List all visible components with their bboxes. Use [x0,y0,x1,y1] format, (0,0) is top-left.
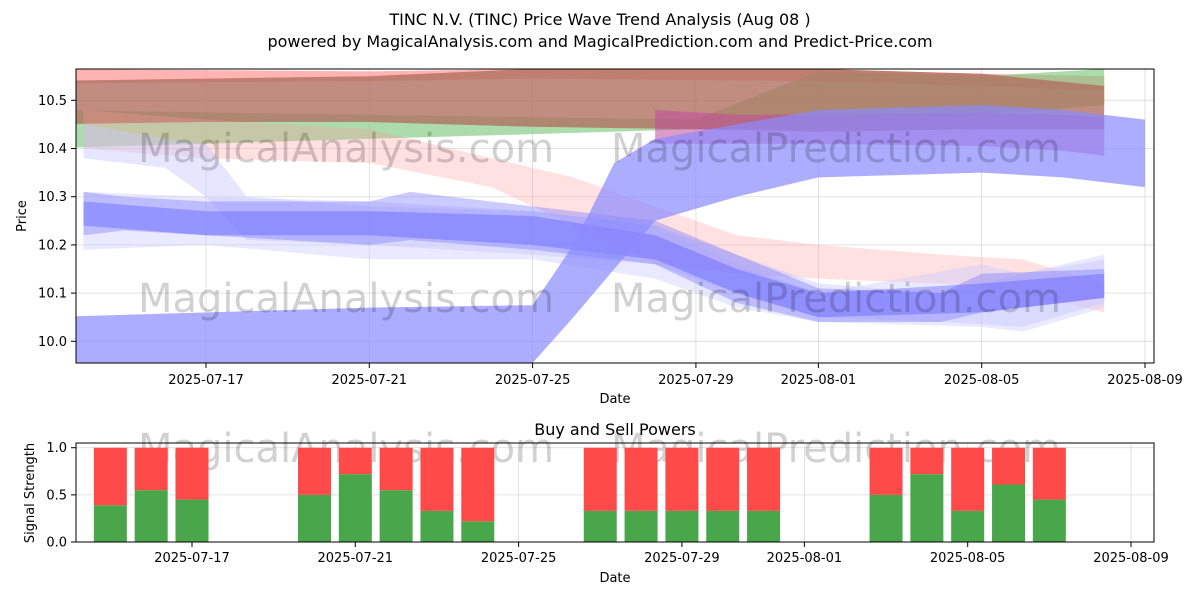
signal-panel: Buy and Sell Powers MagicalAnalysis.comM… [23,420,1169,586]
sell-bar [583,447,617,511]
sell-bar [706,447,740,511]
signal-y-axis-label: Signal Strength [23,443,38,543]
price-x-tick-label: 2025-08-09 [1107,373,1183,388]
signal-y-tick-label: 0.0 [46,536,67,551]
buy-bar [910,474,944,542]
sell-bar [1032,447,1066,500]
signal-x-axis-label: Date [599,571,630,586]
price-y-tick-label: 10.5 [38,94,67,109]
price-x-tick-label: 2025-07-21 [332,373,408,388]
signal-x-tick-label: 2025-08-09 [1093,551,1169,566]
signal-x-tick-label: 2025-07-25 [481,551,557,566]
buy-bar [624,510,658,542]
price-panel: MagicalAnalysis.com MagicalPrediction.com… [15,68,1183,407]
sell-bar [951,447,985,511]
sell-bar [910,447,944,475]
buy-bar [461,521,495,542]
buy-bar [134,490,168,542]
signal-y-axis: 0.0 0.5 1.0 [46,441,76,551]
signal-title: Buy and Sell Powers [534,420,696,439]
sell-bar [869,447,903,495]
buy-bar [665,510,699,542]
signal-x-tick-label: 2025-08-01 [767,551,843,566]
buy-bar [583,510,617,542]
price-x-tick-label: 2025-08-05 [944,373,1020,388]
price-y-axis-label: Price [15,200,30,232]
sell-bar [420,447,454,511]
buy-bar [93,505,127,542]
signal-x-tick-label: 2025-07-17 [154,551,230,566]
price-watermarks: MagicalAnalysis.com MagicalPrediction.com… [138,126,1061,322]
buy-bar [869,494,903,542]
watermark-text: MagicalPrediction.com [611,276,1061,322]
sell-bar [747,447,781,511]
price-y-tick-label: 10.1 [38,287,67,302]
buy-bar [420,510,454,542]
price-band-7 [83,191,1105,322]
price-x-tick-label: 2025-08-01 [781,373,857,388]
signal-y-tick-label: 1.0 [46,441,67,456]
sell-bar [175,447,209,500]
sell-bar [93,447,127,506]
buy-bar [747,510,781,542]
chart-title: TINC N.V. (TINC) Price Wave Trend Analys… [388,10,810,29]
price-y-tick-label: 10.0 [38,335,67,350]
sell-bar [134,447,168,491]
sell-bar [297,447,331,495]
signal-x-tick-label: 2025-08-05 [930,551,1006,566]
price-y-axis: 10.0 10.1 10.2 10.3 10.4 10.5 [38,94,76,350]
price-x-axis: 2025-07-17 2025-07-21 2025-07-25 2025-07-29… [168,363,1183,388]
price-band-9 [76,105,1145,363]
price-x-tick-label: 2025-07-29 [658,373,734,388]
sell-bar [992,447,1026,485]
price-x-axis-label: Date [599,392,630,407]
price-band-8 [83,201,1105,318]
buy-bar [706,510,740,542]
buy-bar [951,510,985,542]
buy-bar [338,474,372,542]
sell-bar [624,447,658,511]
sell-bar [461,447,495,522]
signal-x-tick-label: 2025-07-21 [318,551,394,566]
price-y-tick-label: 10.4 [38,142,67,157]
buy-bar [175,499,209,542]
signal-x-axis: 2025-07-17 2025-07-21 2025-07-25 2025-07-29… [154,542,1169,566]
sell-bar [665,447,699,511]
buy-bar [379,490,413,542]
signal-y-tick-label: 0.5 [46,488,67,503]
watermark-text: MagicalAnalysis.com [138,126,554,172]
signal-plot-frame [75,442,1155,543]
buy-bar [1032,499,1066,542]
signal-bars [93,447,1066,542]
chart-subtitle: powered by MagicalAnalysis.com and Magic… [267,32,932,51]
price-x-tick-label: 2025-07-25 [495,373,571,388]
price-bands [76,69,1145,363]
signal-x-tick-label: 2025-07-29 [644,551,720,566]
buy-bar [297,494,331,542]
watermark-text: MagicalAnalysis.com [138,276,554,322]
sell-bar [379,447,413,491]
price-y-tick-label: 10.2 [38,238,67,253]
price-x-tick-label: 2025-07-17 [168,373,244,388]
price-y-tick-label: 10.3 [38,190,67,205]
buy-bar [992,484,1026,542]
sell-bar [338,447,372,475]
watermark-text: MagicalPrediction.com [611,126,1061,172]
price-plot-frame [75,68,1155,364]
